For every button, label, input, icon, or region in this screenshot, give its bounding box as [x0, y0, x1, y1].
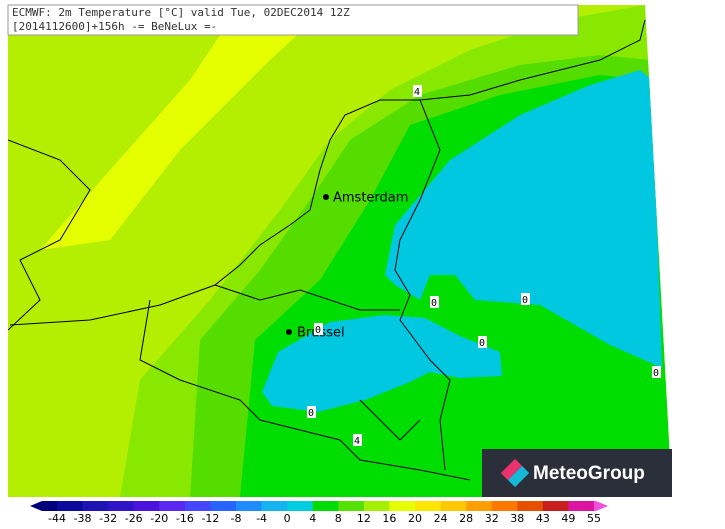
colorbar-segment	[159, 501, 186, 511]
colorbar-label: 8	[335, 512, 342, 525]
colorbar-segment	[542, 501, 569, 511]
colorbar-segment	[363, 501, 390, 511]
colorbar: -44 -38 -32 -26 -20 -16 -12 -8 -4 0 4 8 12 16 20 24 28 32…	[30, 501, 608, 525]
contour-label-box	[353, 434, 362, 446]
colorbar-label: 32	[485, 512, 499, 525]
colorbar-segment	[312, 501, 339, 511]
contour-label-box	[307, 406, 316, 418]
contour-label-box	[430, 296, 439, 308]
colorbar-label: 28	[459, 512, 473, 525]
city-dot	[286, 329, 292, 335]
colorbar-segment	[568, 501, 595, 511]
colorbar-label: -26	[125, 512, 143, 525]
header-box	[7, 4, 579, 36]
logo-text: MeteoGroup	[533, 463, 645, 484]
colorbar-label: 16	[382, 512, 396, 525]
colorbar-segment	[184, 501, 211, 511]
colorbar-label: -38	[74, 512, 92, 525]
colorbar-segment	[440, 501, 467, 511]
contour-label-box	[413, 85, 422, 97]
colorbar-label: 20	[408, 512, 422, 525]
border	[359, 399, 421, 441]
colorbar-segment	[466, 501, 493, 511]
colorbar-segment	[42, 501, 58, 511]
colorbar-segment	[287, 501, 314, 511]
colorbar-segment	[108, 501, 135, 511]
colorbar-label: -4	[256, 512, 267, 525]
colorbar-label: 12	[357, 512, 371, 525]
contour-labels: 4 0 0 0 0 0 0 4	[307, 85, 661, 447]
border	[394, 99, 451, 471]
colorbar-segment	[594, 501, 597, 511]
colorbar-label: 4	[309, 512, 316, 525]
contour-label-box	[521, 293, 530, 305]
contour-label: 4	[354, 436, 360, 447]
cold-region	[262, 315, 502, 412]
colorbar-segment	[491, 501, 518, 511]
colorbar-label: 43	[536, 512, 550, 525]
contour-label-box	[652, 366, 661, 378]
colorbar-end	[596, 501, 608, 511]
header-line: [2014112600]+156h -= BeNeLux =-	[12, 20, 217, 33]
contour-label: 0	[479, 338, 485, 349]
coastline	[9, 69, 561, 326]
colorbar-label: -32	[99, 512, 117, 525]
city-dot	[323, 194, 329, 200]
colorbar-segment	[389, 501, 416, 511]
colorbar-label: 49	[561, 512, 575, 525]
logo-part	[500, 458, 523, 481]
region-fill	[40, 5, 330, 250]
logo-icon	[500, 458, 530, 488]
colorbar-label: 38	[510, 512, 524, 525]
colorbar-end	[30, 501, 42, 511]
colorbar-segment	[517, 501, 544, 511]
logo-part	[507, 465, 530, 488]
colorbar-label: -8	[231, 512, 242, 525]
colorbar-label: -12	[201, 512, 219, 525]
colorbar-segment	[82, 501, 109, 511]
contour-label-box	[478, 336, 487, 348]
borders	[8, 19, 646, 481]
colorbar-label: 55	[587, 512, 601, 525]
colorbar-label: 24	[434, 512, 448, 525]
contour-label: 0	[522, 295, 528, 306]
colorbar-label: 0	[284, 512, 291, 525]
coastline	[8, 139, 91, 331]
contour-label: 0	[315, 325, 321, 336]
colorbar-segment	[236, 501, 263, 511]
colorbar-segment	[338, 501, 365, 511]
colorbar-segment	[261, 501, 288, 511]
contour-label: 0	[308, 408, 314, 419]
colorbar-segment	[133, 501, 160, 511]
cold-region	[385, 70, 662, 368]
contour-label: 0	[653, 368, 659, 379]
colorbar-segment	[57, 501, 84, 511]
coastline	[559, 19, 646, 71]
header-line: ECMWF: 2m Temperature [°C] valid Tue, 02…	[12, 6, 350, 19]
border	[139, 299, 471, 481]
city-label: Amsterdam	[333, 191, 408, 206]
colorbar-label: -16	[176, 512, 194, 525]
border	[214, 284, 400, 311]
colorbar-segment	[415, 501, 442, 511]
contour-label: 4	[414, 87, 420, 98]
colorbar-label: -20	[150, 512, 168, 525]
colorbar-segment	[210, 501, 237, 511]
contour-label-box	[314, 323, 323, 335]
contour-label: 0	[431, 298, 437, 309]
colorbar-label: -44	[48, 512, 66, 525]
